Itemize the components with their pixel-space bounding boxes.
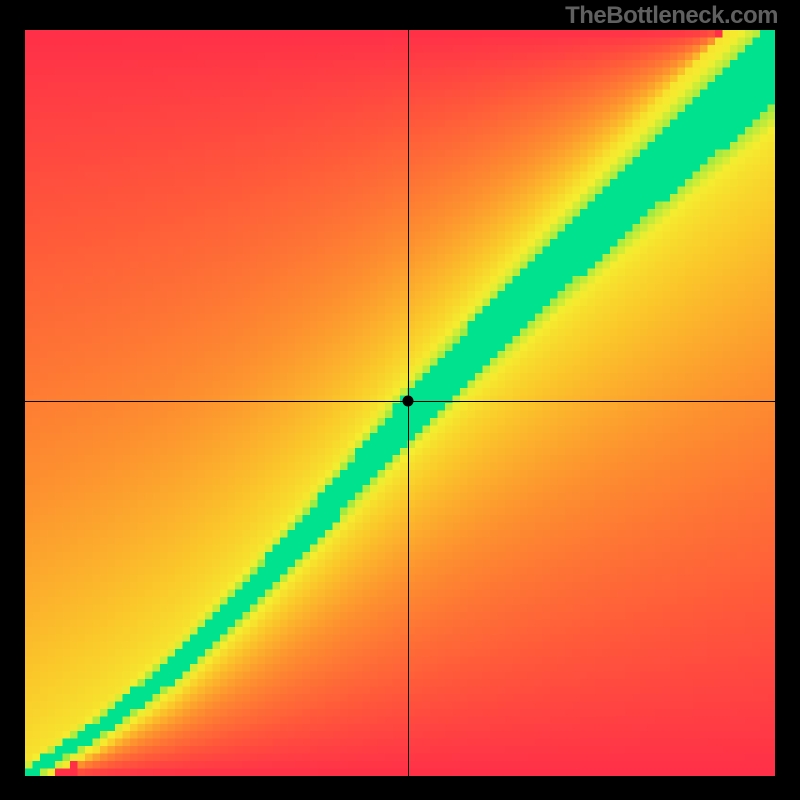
crosshair-horizontal (25, 401, 775, 402)
crosshair-marker (402, 395, 413, 406)
watermark-text: TheBottleneck.com (565, 2, 778, 30)
heatmap-canvas (25, 30, 775, 776)
heatmap-plot (25, 30, 775, 776)
